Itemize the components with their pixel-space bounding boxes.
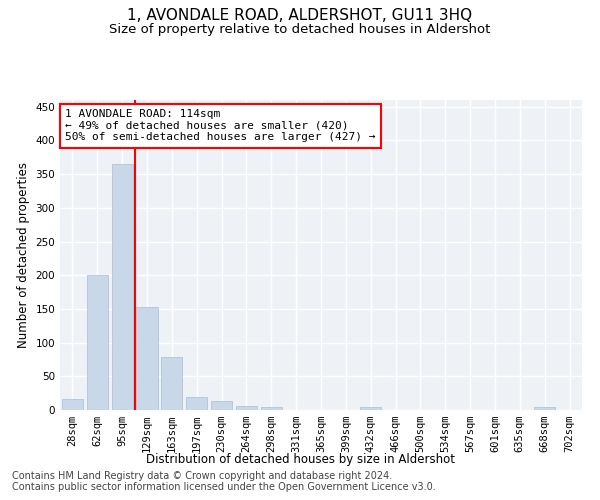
Bar xyxy=(112,164,133,410)
Text: Contains HM Land Registry data © Crown copyright and database right 2024.: Contains HM Land Registry data © Crown c… xyxy=(12,471,392,481)
Y-axis label: Number of detached properties: Number of detached properties xyxy=(17,162,30,348)
Bar xyxy=(261,408,282,410)
Text: Contains public sector information licensed under the Open Government Licence v3: Contains public sector information licen… xyxy=(12,482,436,492)
Text: 1 AVONDALE ROAD: 114sqm
← 49% of detached houses are smaller (420)
50% of semi-d: 1 AVONDALE ROAD: 114sqm ← 49% of detache… xyxy=(65,110,376,142)
Bar xyxy=(534,408,555,410)
Bar xyxy=(87,274,108,410)
Text: Distribution of detached houses by size in Aldershot: Distribution of detached houses by size … xyxy=(146,452,455,466)
Bar xyxy=(360,408,381,410)
Bar xyxy=(211,401,232,410)
Bar xyxy=(136,307,158,410)
Bar xyxy=(161,358,182,410)
Text: 1, AVONDALE ROAD, ALDERSHOT, GU11 3HQ: 1, AVONDALE ROAD, ALDERSHOT, GU11 3HQ xyxy=(127,8,473,22)
Bar xyxy=(186,396,207,410)
Bar xyxy=(236,406,257,410)
Text: Size of property relative to detached houses in Aldershot: Size of property relative to detached ho… xyxy=(109,22,491,36)
Bar xyxy=(62,399,83,410)
